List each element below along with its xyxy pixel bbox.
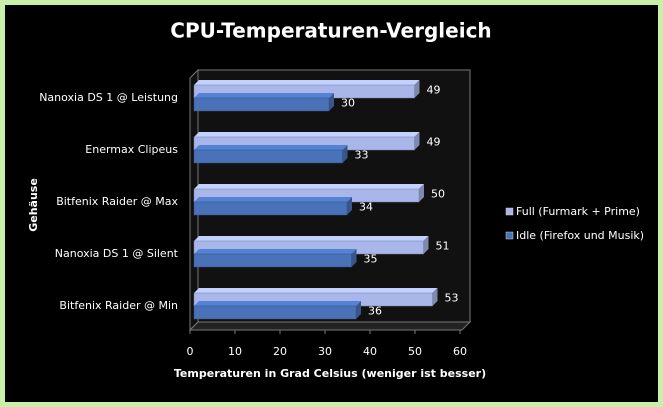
- value-label: 36: [368, 305, 382, 318]
- bar-end: [419, 184, 424, 202]
- value-label: 49: [427, 136, 441, 149]
- value-label: 33: [355, 149, 369, 162]
- bar: [193, 97, 330, 112]
- bar: [193, 201, 348, 216]
- x-axis-label: Temperaturen in Grad Celsius (weniger is…: [174, 367, 486, 380]
- value-label: 51: [436, 240, 450, 253]
- bar-top: [194, 132, 420, 137]
- value-label: 34: [359, 201, 373, 214]
- bar-end: [342, 145, 348, 163]
- legend-swatch: [505, 231, 514, 240]
- value-label: 30: [341, 97, 355, 110]
- legend-swatch: [505, 207, 514, 216]
- x-tick-label: 30: [318, 345, 332, 358]
- y-tick-label: Enermax Clipeus: [85, 143, 178, 156]
- bar-end: [414, 132, 420, 150]
- y-tick-label: Bitfenix Raider @ Max: [56, 195, 178, 208]
- x-tick-label: 0: [187, 345, 194, 358]
- bar: [193, 253, 352, 268]
- y-tick-label: Nanoxia DS 1 @ Silent: [55, 247, 179, 260]
- y-axis-label: Gehäuse: [27, 178, 40, 232]
- bar-top: [194, 184, 424, 189]
- x-tick-label: 60: [453, 345, 467, 358]
- value-label: 53: [445, 292, 459, 305]
- x-tick-label: 20: [273, 345, 287, 358]
- bar: [193, 305, 357, 320]
- x-tick-label: 10: [228, 345, 242, 358]
- floor: [188, 321, 472, 331]
- x-tick-label: 40: [363, 345, 377, 358]
- y-tick-label: Bitfenix Raider @ Min: [59, 299, 178, 312]
- legend-label: Idle (Firefox und Musik): [516, 229, 644, 242]
- bar-end: [329, 93, 334, 111]
- bar-top: [194, 80, 420, 85]
- bar-top: [194, 145, 348, 150]
- x-tick-label: 50: [408, 345, 422, 358]
- bar-top: [194, 301, 361, 306]
- chart-title: CPU-Temperaturen-Vergleich: [170, 19, 491, 43]
- bar-end: [432, 288, 438, 306]
- value-label: 35: [364, 253, 378, 266]
- bar-end: [423, 236, 429, 254]
- bar-top: [194, 288, 438, 293]
- bar-top: [194, 197, 352, 202]
- bar-end: [414, 80, 420, 98]
- bar-end: [351, 249, 357, 267]
- value-label: 50: [431, 188, 445, 201]
- value-label: 49: [427, 84, 441, 97]
- bar-top: [194, 249, 357, 254]
- legend-label: Full (Furmark + Prime): [516, 205, 640, 218]
- bar-top: [194, 236, 429, 241]
- bar-end: [347, 197, 352, 215]
- y-tick-label: Nanoxia DS 1 @ Leistung: [39, 91, 178, 104]
- bar-top: [194, 93, 334, 98]
- bar-end: [356, 301, 361, 319]
- bar: [193, 149, 343, 164]
